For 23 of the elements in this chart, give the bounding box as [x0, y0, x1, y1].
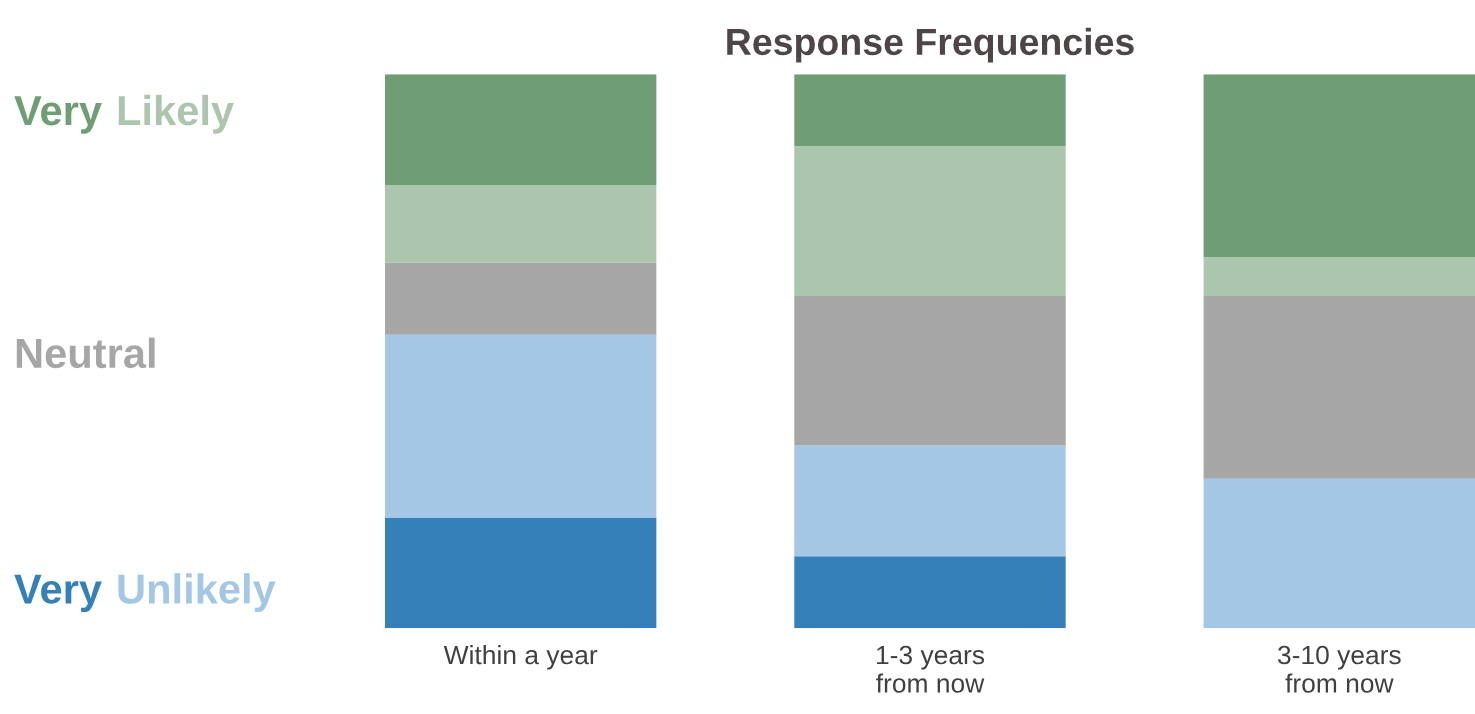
text: Unlikely: [118, 573, 276, 613]
bar: [794, 74, 1066, 147]
bar: [1203, 257, 1475, 296]
bar: [384, 185, 657, 263]
bar: [794, 146, 1066, 296]
x-tick-label: 3-10 years from now: [1277, 645, 1401, 693]
text: Neutral: [16, 337, 155, 369]
bar: [1203, 295, 1475, 479]
bar: [384, 334, 657, 518]
text: Likely: [118, 94, 234, 134]
bar: [794, 445, 1066, 557]
bar: [794, 295, 1066, 446]
bar: [1203, 74, 1475, 258]
text: Very: [14, 96, 102, 134]
bar: [1203, 478, 1475, 629]
bar: [384, 262, 657, 335]
x-tick-label: Within a year: [443, 644, 598, 670]
bar: [794, 556, 1066, 629]
bar: [384, 74, 657, 186]
text: Very: [14, 574, 102, 613]
x-tick-label: 1-3 years from now: [876, 645, 985, 693]
bar: [384, 517, 657, 629]
chart-title: Response Frequencies: [727, 27, 1134, 63]
